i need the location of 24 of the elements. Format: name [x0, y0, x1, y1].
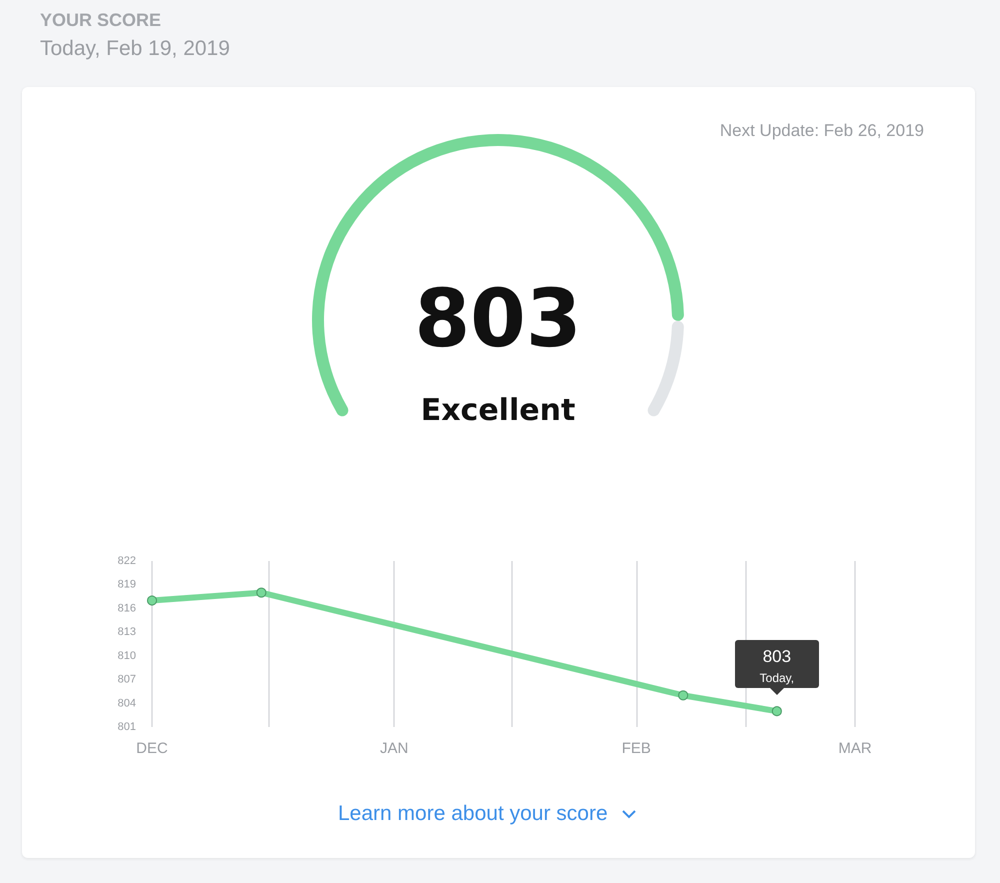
y-tick-label: 804 — [118, 697, 136, 710]
x-tick-label: DEC — [136, 740, 168, 757]
x-tick-label: MAR — [838, 740, 872, 757]
text: Next Update: Feb 26, 2019 — [720, 121, 924, 141]
x-tick-label: FEB — [622, 740, 651, 757]
point — [256, 588, 266, 598]
y-tick-label: 810 — [118, 650, 136, 662]
y-tick-label: 822 — [118, 555, 136, 567]
y-tick-label: 816 — [118, 602, 136, 614]
y-tick-label: 807 — [118, 674, 136, 686]
y-tick-label: 813 — [118, 626, 136, 638]
text: Today, Feb 19, 2019 — [40, 37, 230, 61]
point — [147, 596, 157, 606]
x-tick-label: JAN — [380, 740, 408, 757]
text: YOUR SCORE — [40, 10, 162, 31]
y-tick-label: 801 — [118, 721, 136, 733]
annotation: Today, — [760, 671, 794, 686]
text: Learn more about your score — [338, 802, 608, 826]
text: 803 — [414, 272, 582, 365]
y-tick-label: 819 — [118, 578, 136, 591]
annotation: 803 — [762, 647, 792, 668]
point — [678, 690, 688, 700]
text: Excellent — [420, 393, 576, 428]
point — [772, 706, 782, 716]
